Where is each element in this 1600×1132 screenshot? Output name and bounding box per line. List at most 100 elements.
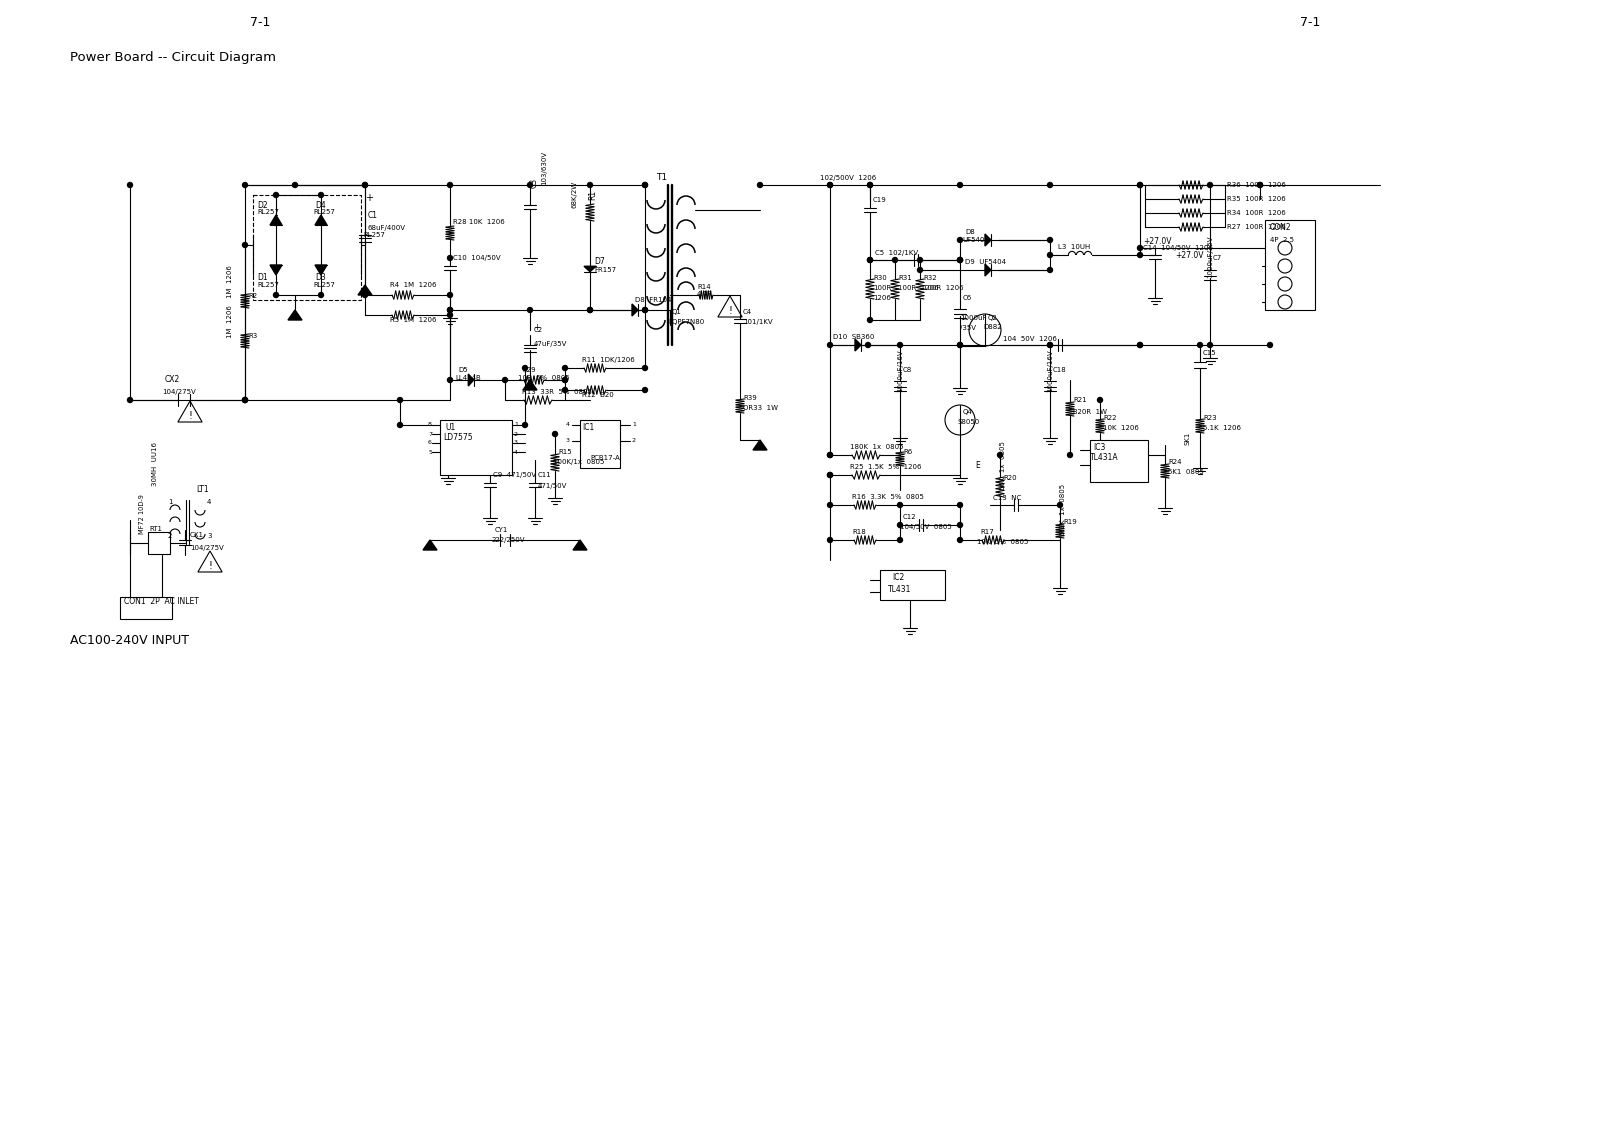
- Text: 101/1KV: 101/1KV: [742, 319, 773, 325]
- Text: D8: D8: [965, 229, 974, 235]
- Circle shape: [827, 343, 832, 348]
- Circle shape: [827, 472, 832, 478]
- Polygon shape: [986, 264, 990, 276]
- Text: LD7575: LD7575: [443, 434, 472, 443]
- Text: LL414B: LL414B: [454, 375, 480, 381]
- Circle shape: [587, 308, 592, 312]
- Bar: [253, 195, 362, 300]
- Bar: [1266, 220, 1315, 310]
- Text: 5: 5: [429, 449, 432, 455]
- Bar: [120, 597, 173, 619]
- Text: FR157: FR157: [594, 267, 616, 273]
- Text: IC1: IC1: [582, 423, 594, 432]
- Text: R39: R39: [742, 395, 757, 401]
- Text: R32: R32: [923, 275, 936, 281]
- Circle shape: [643, 308, 648, 312]
- Text: R29: R29: [522, 367, 536, 374]
- Circle shape: [827, 503, 832, 507]
- Text: CON2: CON2: [1270, 223, 1291, 232]
- Text: D5: D5: [458, 367, 467, 374]
- Bar: [880, 571, 946, 600]
- Polygon shape: [632, 305, 638, 316]
- Text: R2: R2: [248, 293, 258, 299]
- Text: 4: 4: [206, 499, 211, 505]
- Bar: [1090, 440, 1149, 482]
- Text: +: +: [365, 192, 373, 203]
- Circle shape: [1048, 343, 1053, 348]
- Text: /35V: /35V: [960, 325, 976, 331]
- Text: 5.1K  1x  0805: 5.1K 1x 0805: [1059, 483, 1066, 535]
- Text: T1: T1: [656, 172, 667, 181]
- Circle shape: [643, 308, 648, 312]
- Polygon shape: [422, 540, 437, 550]
- Text: PCB17-A: PCB17-A: [590, 455, 619, 461]
- Text: RL257: RL257: [314, 282, 334, 288]
- Text: 1: 1: [514, 422, 518, 428]
- Text: 100K/1x  0805: 100K/1x 0805: [554, 458, 605, 465]
- Text: 1000uF/16V: 1000uF/16V: [898, 350, 902, 392]
- Polygon shape: [584, 266, 595, 272]
- Text: C13  NC: C13 NC: [994, 495, 1021, 501]
- Text: 7: 7: [429, 431, 432, 437]
- Text: 471/50V: 471/50V: [538, 483, 568, 489]
- Text: D882: D882: [982, 324, 1002, 331]
- Polygon shape: [573, 540, 587, 550]
- Text: R3: R3: [248, 333, 258, 338]
- Circle shape: [1048, 182, 1053, 188]
- Text: C19: C19: [874, 197, 886, 203]
- Text: 47uF/35V: 47uF/35V: [534, 341, 568, 348]
- Text: 103/630V: 103/630V: [541, 151, 547, 185]
- Text: !: !: [208, 561, 211, 572]
- Circle shape: [1138, 182, 1142, 188]
- Circle shape: [957, 238, 963, 242]
- Text: TL431: TL431: [888, 585, 912, 594]
- Circle shape: [1048, 252, 1053, 257]
- Text: AC100-240V INPUT: AC100-240V INPUT: [70, 634, 189, 646]
- Circle shape: [643, 387, 648, 393]
- Text: 7-1: 7-1: [1299, 16, 1320, 28]
- Polygon shape: [270, 265, 282, 275]
- Text: 102/500V  1206: 102/500V 1206: [819, 175, 877, 181]
- Circle shape: [448, 377, 453, 383]
- Text: C15: C15: [1203, 350, 1216, 355]
- Text: 68K/2W: 68K/2W: [573, 181, 578, 208]
- Text: R27  100R  1206: R27 100R 1206: [1227, 224, 1286, 230]
- Text: 5.1K  1206: 5.1K 1206: [1203, 424, 1242, 431]
- Circle shape: [243, 397, 248, 403]
- Circle shape: [957, 257, 963, 263]
- Text: R31: R31: [898, 275, 912, 281]
- Text: 56K  1x  0805: 56K 1x 0805: [1000, 441, 1006, 490]
- Text: S8050: S8050: [958, 419, 981, 424]
- Text: R20: R20: [1003, 475, 1016, 481]
- Circle shape: [997, 453, 1003, 457]
- Circle shape: [867, 257, 872, 263]
- Text: R30: R30: [874, 275, 886, 281]
- Circle shape: [867, 257, 872, 263]
- Text: OR33  1W: OR33 1W: [742, 405, 778, 411]
- Text: 7-1: 7-1: [250, 16, 270, 28]
- Circle shape: [1048, 267, 1053, 273]
- Circle shape: [893, 257, 898, 263]
- Text: RL257: RL257: [314, 209, 334, 215]
- Text: 3: 3: [206, 533, 211, 539]
- Circle shape: [1208, 182, 1213, 188]
- Circle shape: [1258, 182, 1262, 188]
- Text: D1: D1: [258, 274, 267, 283]
- Text: +: +: [533, 323, 539, 332]
- Polygon shape: [315, 215, 326, 225]
- Circle shape: [827, 453, 832, 457]
- Circle shape: [523, 366, 528, 370]
- Text: 6: 6: [429, 440, 432, 446]
- Circle shape: [448, 256, 453, 260]
- Polygon shape: [469, 374, 474, 386]
- Text: SK1: SK1: [1186, 431, 1190, 445]
- Text: 3: 3: [514, 440, 518, 446]
- Text: 4: 4: [566, 422, 570, 428]
- Circle shape: [827, 472, 832, 478]
- Circle shape: [643, 366, 648, 370]
- Text: R6: R6: [902, 449, 912, 455]
- Text: 3: 3: [566, 438, 570, 444]
- Circle shape: [128, 182, 133, 188]
- Text: R17: R17: [979, 529, 994, 535]
- Circle shape: [318, 292, 323, 298]
